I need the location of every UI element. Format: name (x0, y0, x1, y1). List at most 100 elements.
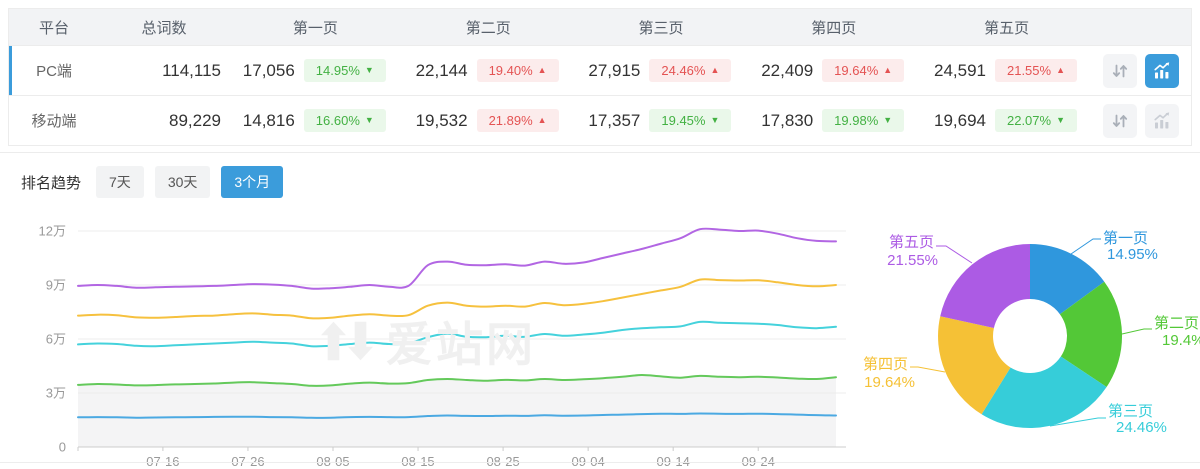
down-arrow-icon: ▼ (364, 65, 374, 75)
total-words-value: 114,115 (162, 60, 221, 80)
x-axis-label: 08-25 (486, 454, 519, 469)
donut-label-第一页: 第一页 (1103, 229, 1148, 247)
page2-value: 19,532 (415, 110, 468, 130)
trend-section: 排名趋势 7天 30天 3个月 0 3万 6万 9万 12万 07-16 07-26 08-0… (0, 152, 1200, 469)
page1-change-badge: 16.60% ▼ (303, 109, 386, 132)
trend-line-yellow (77, 278, 837, 320)
row-actions (1093, 53, 1191, 88)
trend-toolbar: 排名趋势 7天 30天 3个月 (0, 152, 1200, 210)
page4-value: 22,409 (761, 60, 814, 80)
down-arrow-icon: ▼ (1056, 115, 1065, 125)
table-row-mobile[interactable]: 移动端 89,229 14,816 16.60% ▼ 19,532 21.89% ▲… (9, 95, 1191, 145)
donut-percent-第四页: 19.64% (864, 374, 915, 391)
header-page3: 第三页 (638, 19, 684, 37)
up-arrow-icon: ▲ (1056, 65, 1065, 75)
page3-cell: 27,915 24.46% ▲ (575, 59, 748, 82)
x-axis-label: 09-04 (572, 454, 605, 469)
donut-label-第四页: 第四页 (863, 355, 908, 373)
x-axis-label: 07-26 (231, 454, 264, 469)
table-header-row: 平台 总词数 第一页 第二页 第三页 第四页 第五页 (9, 9, 1191, 45)
tab-30days[interactable]: 30天 (154, 166, 211, 198)
trend-body: 0 3万 6万 9万 12万 07-16 07-26 08-05 08-15 08-25 09-04… (0, 210, 1200, 469)
bottom-divider (0, 462, 1200, 463)
donut-percent-第五页: 21.55% (887, 252, 938, 269)
page4-cell: 22,409 19.64% ▲ (747, 59, 920, 82)
donut-label-第二页: 第二页 (1154, 314, 1199, 332)
trend-line-blue (77, 412, 837, 419)
trend-line-green (77, 373, 837, 387)
tab-7days[interactable]: 7天 (96, 166, 144, 198)
platform-label: 移动端 (31, 113, 77, 130)
page1-change-badge: 14.95% ▼ (303, 59, 386, 82)
header-page1: 第一页 (292, 19, 338, 37)
page1-value: 17,056 (242, 60, 295, 80)
page4-value: 17,830 (761, 110, 814, 130)
donut-segment-第三页[interactable] (981, 356, 1107, 429)
page2-value: 22,144 (415, 60, 468, 80)
donut-label-line (1049, 417, 1106, 427)
page2-change-badge: 21.89% ▲ (476, 109, 559, 132)
page1-cell: 14,816 16.60% ▼ (229, 109, 402, 132)
page5-value: 24,591 (934, 60, 986, 80)
donut-segment-第五页[interactable] (940, 244, 1030, 328)
page5-cell: 24,591 21.55% ▲ (920, 59, 1093, 82)
y-axis-label: 12万 (39, 224, 66, 239)
sort-arrows-icon[interactable] (1103, 53, 1137, 88)
y-axis-label: 6万 (46, 332, 66, 347)
page4-cell: 17,830 19.98% ▼ (747, 109, 920, 132)
page3-value: 27,915 (588, 60, 641, 80)
down-arrow-icon: ▼ (883, 115, 893, 125)
trend-chart-icon[interactable] (1145, 103, 1179, 138)
table-row-pc[interactable]: PC端 114,115 17,056 14.95% ▼ 22,144 19.40%… (9, 45, 1191, 95)
donut-segment-第二页[interactable] (1059, 281, 1123, 387)
row-actions (1093, 103, 1191, 138)
header-platform: 平台 (38, 19, 69, 37)
page3-change-badge: 19.45% ▼ (649, 109, 732, 132)
donut-label-line (936, 245, 973, 264)
header-total-words: 总词数 (141, 19, 187, 37)
page3-cell: 17,357 19.45% ▼ (575, 109, 748, 132)
page4-change-badge: 19.64% ▲ (822, 59, 905, 82)
y-axis-label: 3万 (46, 386, 66, 401)
tab-3months[interactable]: 3个月 (221, 166, 284, 198)
up-arrow-icon: ▲ (883, 65, 893, 75)
donut-label-第五页: 第五页 (889, 233, 934, 251)
area-fill-line-green (78, 374, 836, 447)
page2-cell: 19,532 21.89% ▲ (402, 109, 575, 132)
trend-line-chart: 0 3万 6万 9万 12万 07-16 07-26 08-05 08-15 08-25 09-04… (39, 224, 846, 469)
y-axis-label: 9万 (46, 278, 66, 293)
donut-label-line (1070, 238, 1101, 255)
platform-label: PC端 (36, 63, 72, 80)
trend-chart-icon[interactable] (1145, 53, 1179, 88)
header-page5: 第五页 (984, 19, 1030, 37)
trend-line-purple (77, 227, 837, 290)
page5-change-badge: 21.55% ▲ (995, 59, 1077, 82)
donut-percent-第一页: 14.95% (1107, 246, 1158, 263)
donut-segment-第一页[interactable] (1030, 244, 1105, 315)
down-arrow-icon: ▼ (364, 115, 374, 125)
trend-line-cyan (77, 320, 837, 348)
up-arrow-icon: ▲ (710, 65, 720, 75)
y-axis-label: 0 (59, 440, 66, 455)
sort-arrows-icon[interactable] (1103, 103, 1137, 138)
x-axis-label: 08-15 (401, 454, 434, 469)
donut-percent-第二页: 19.4% (1162, 332, 1200, 349)
x-axis-label: 08-05 (316, 454, 349, 469)
page1-value: 14,816 (242, 110, 295, 130)
page3-value: 17,357 (588, 110, 641, 130)
donut-label-line (910, 366, 946, 373)
page5-value: 19,694 (934, 110, 986, 130)
header-page2: 第二页 (465, 19, 511, 37)
trend-title: 排名趋势 (21, 174, 82, 192)
down-arrow-icon: ▼ (710, 115, 720, 125)
up-arrow-icon: ▲ (537, 65, 547, 75)
donut-segment-第四页[interactable] (938, 316, 1011, 415)
page5-change-badge: 22.07% ▼ (995, 109, 1077, 132)
x-axis-label: 09-24 (742, 454, 775, 469)
header-page4: 第四页 (811, 19, 857, 37)
donut-label-第三页: 第三页 (1108, 402, 1153, 420)
page1-cell: 17,056 14.95% ▼ (229, 59, 402, 82)
page5-cell: 19,694 22.07% ▼ (920, 109, 1093, 132)
